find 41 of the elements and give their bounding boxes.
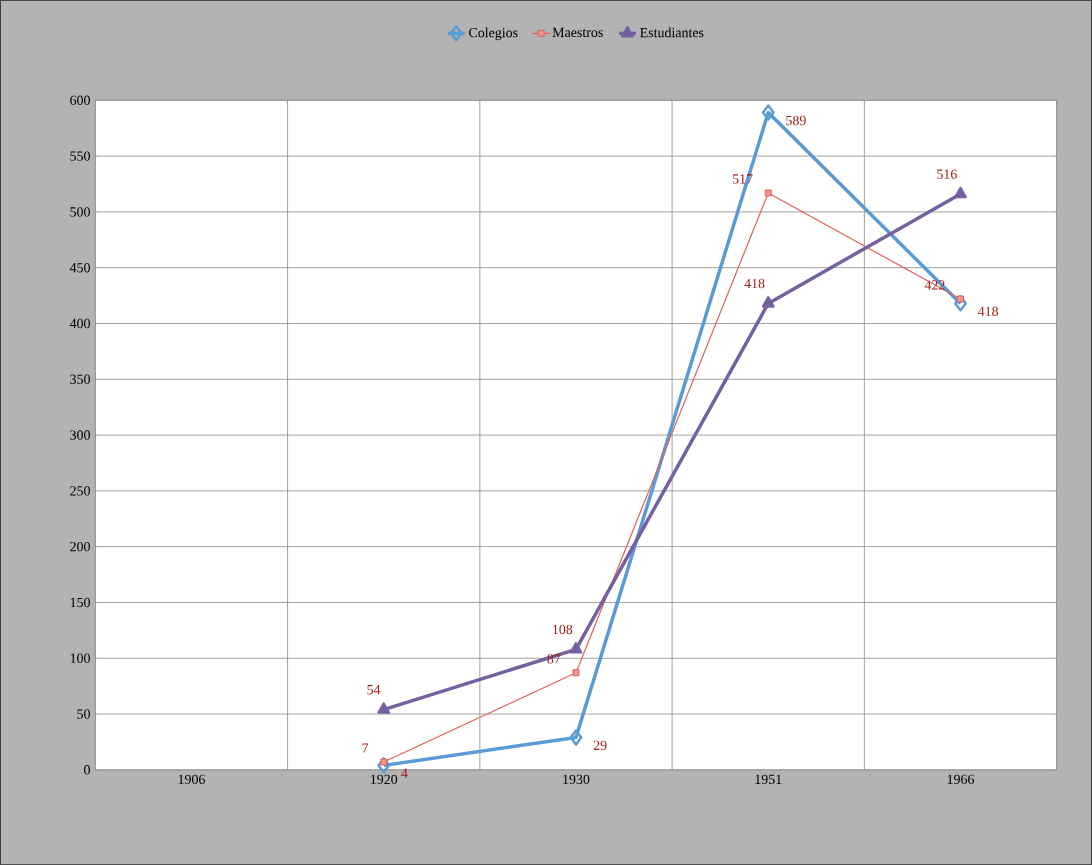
- legend-label: Maestros: [552, 27, 603, 37]
- data-label: 418: [744, 278, 765, 289]
- point: [764, 189, 772, 197]
- data-label: 589: [786, 115, 806, 126]
- y-tick-label: 0: [84, 765, 90, 775]
- x-tick-label: 1930: [563, 774, 590, 784]
- point: [954, 186, 967, 199]
- x-tick-label: 1951: [755, 774, 782, 784]
- point: [377, 702, 391, 714]
- data-label: 54: [367, 684, 381, 695]
- data-label: 516: [937, 169, 957, 179]
- y-tick-label: 300: [70, 430, 90, 440]
- legend-label: Colegios: [469, 27, 518, 41]
- point: [380, 758, 388, 766]
- legend-label: Estudiantes: [640, 27, 704, 38]
- data-label: 418: [977, 306, 999, 316]
- y-tick-label: 150: [70, 597, 90, 608]
- y-tick-label: 450: [69, 262, 90, 273]
- data-label: 108: [553, 624, 573, 635]
- data-label: 4: [401, 768, 408, 778]
- y-tick-label: 400: [69, 318, 90, 329]
- y-tick-label: 100: [70, 653, 90, 663]
- x-tick-label: 1920: [371, 774, 398, 784]
- y-tick-label: 50: [77, 709, 90, 719]
- point: [761, 104, 775, 121]
- y-tick-label: 600: [70, 95, 90, 105]
- point: [377, 757, 391, 774]
- point: [569, 729, 583, 746]
- x-tick-label: 1966: [947, 774, 975, 784]
- y-tick-label: 200: [70, 541, 90, 552]
- point: [569, 642, 583, 654]
- y-tick-label: 350: [70, 374, 90, 384]
- point: [572, 669, 580, 677]
- y-tick-label: 250: [70, 486, 90, 496]
- data-label: 7: [362, 743, 369, 753]
- x-tick-label: 1906: [178, 774, 205, 784]
- y-tick-label: 500: [70, 207, 90, 217]
- point: [957, 295, 964, 303]
- point: [761, 296, 775, 308]
- data-label: 29: [593, 740, 607, 750]
- y-tick-label: 550: [70, 151, 90, 161]
